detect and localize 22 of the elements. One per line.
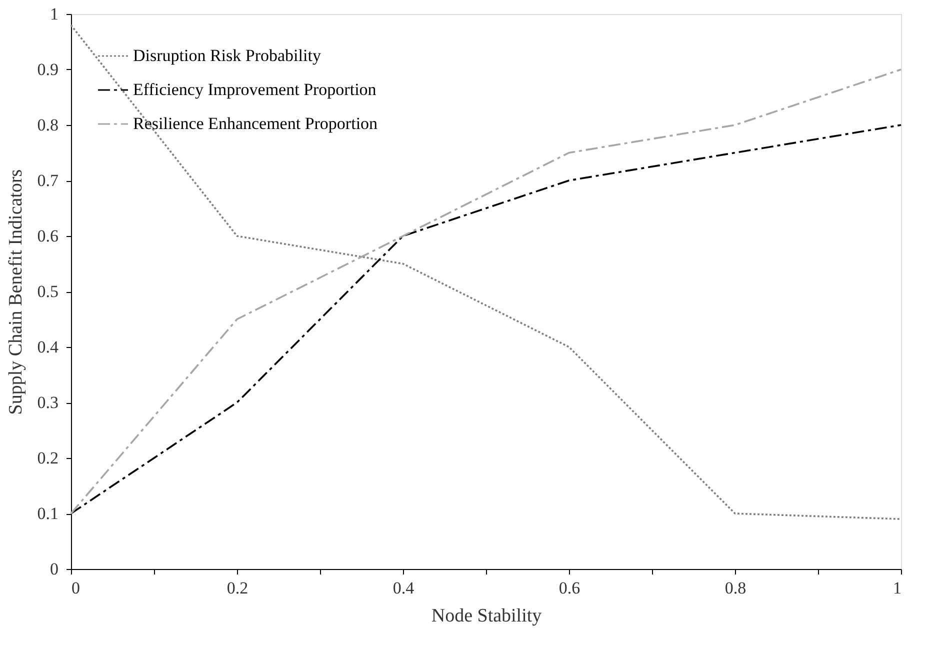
x-tick-label: 0 [72,578,80,598]
y-tick-label: 0.5 [37,282,58,301]
x-axis-title: Node Stability [431,606,542,626]
x-tick-label: 0.8 [724,578,746,598]
y-axis-title: Supply Chain Benefit Indicators [5,169,26,415]
legend-label: Efficiency Improvement Proportion [133,80,377,99]
y-tick-label: 0.4 [37,338,59,356]
y-tick-label: 0.6 [37,226,58,246]
legend-label: Disruption Risk Probability [133,46,322,65]
x-tick-label: 1 [893,578,902,598]
x-tick-label: 0.6 [558,578,580,598]
y-tick-label: 0.9 [37,60,58,79]
y-tick-label: 0.2 [37,448,58,468]
y-tick-label: 0.7 [37,171,59,190]
legend-label: Resilience Enhancement Proportion [133,114,378,133]
y-tick-label: 0.3 [37,393,58,412]
x-tick-label: 0.4 [392,578,415,598]
y-tick-label: 0.1 [37,504,58,523]
x-tick-label: 0.2 [226,578,248,598]
y-tick-label: 1 [50,4,58,24]
y-tick-label: 0.8 [37,116,58,134]
y-tick-label: 0 [50,560,58,578]
